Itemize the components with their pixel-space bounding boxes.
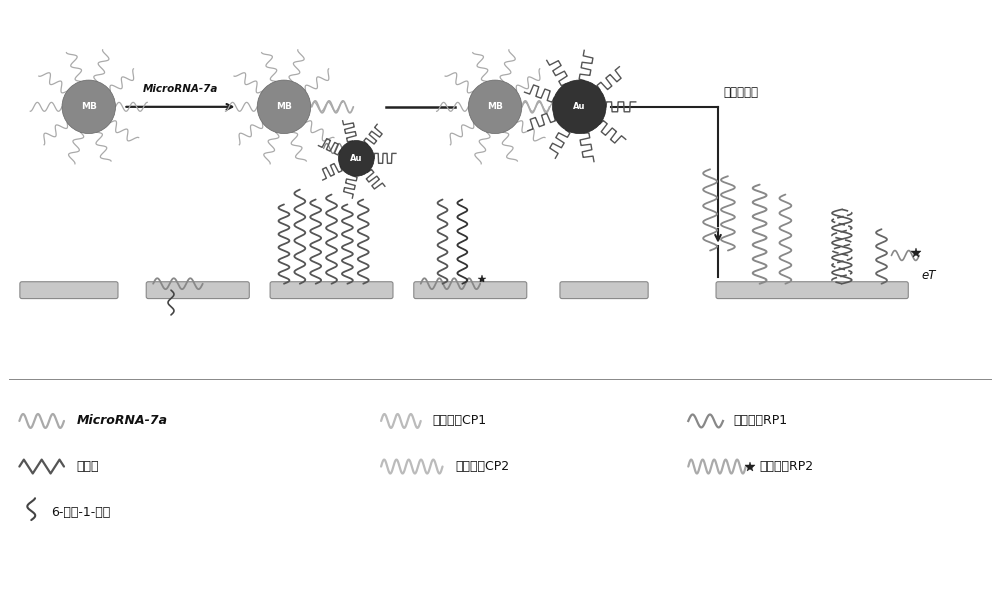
Text: Au: Au: [350, 154, 363, 163]
Text: 捕获探针CP1: 捕获探针CP1: [433, 415, 487, 427]
Circle shape: [468, 80, 522, 133]
Circle shape: [257, 80, 311, 133]
Text: MicroRNA-7a: MicroRNA-7a: [77, 415, 168, 427]
Text: 条形码: 条形码: [77, 460, 99, 473]
Text: eT: eT: [921, 269, 936, 282]
Text: 信号探针RP2: 信号探针RP2: [760, 460, 814, 473]
FancyBboxPatch shape: [20, 282, 118, 298]
Circle shape: [338, 140, 374, 176]
Text: MB: MB: [487, 102, 503, 111]
FancyBboxPatch shape: [146, 282, 249, 298]
Circle shape: [62, 80, 116, 133]
Text: Au: Au: [573, 102, 586, 111]
FancyBboxPatch shape: [414, 282, 527, 298]
FancyBboxPatch shape: [716, 282, 908, 298]
Text: MB: MB: [81, 102, 97, 111]
FancyBboxPatch shape: [560, 282, 648, 298]
Text: 6-巯基-1-己醇: 6-巯基-1-己醇: [51, 506, 110, 518]
Text: 信号探针RP1: 信号探针RP1: [733, 415, 787, 427]
Text: MicroRNA-7a: MicroRNA-7a: [143, 84, 219, 94]
Text: MB: MB: [276, 102, 292, 111]
Circle shape: [553, 80, 606, 133]
FancyBboxPatch shape: [270, 282, 393, 298]
Text: 捕获探针CP2: 捕获探针CP2: [455, 460, 510, 473]
Text: 释放条形码: 释放条形码: [723, 86, 758, 99]
